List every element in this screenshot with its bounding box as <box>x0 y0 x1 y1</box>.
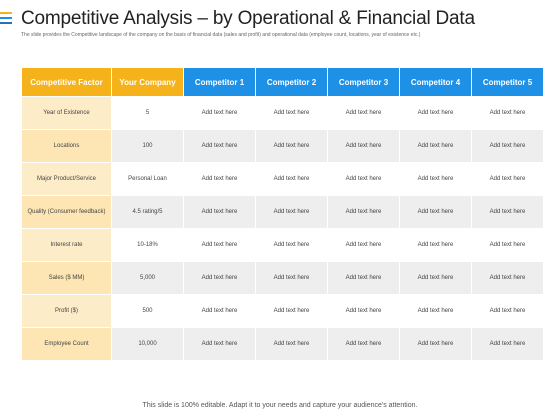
company-cell: 10,000 <box>111 327 184 361</box>
table-row: Locations 100 Add text here Add text her… <box>21 129 544 163</box>
table-row: Major Product/Service Personal Loan Add … <box>21 162 544 196</box>
company-cell: Personal Loan <box>111 162 184 196</box>
competitor-cell: Add text here <box>327 96 400 130</box>
competitor-cell: Add text here <box>399 129 472 163</box>
company-cell: 100 <box>111 129 184 163</box>
competitor-cell: Add text here <box>327 129 400 163</box>
factor-cell: Interest rate <box>21 228 112 262</box>
competitor-cell: Add text here <box>255 261 328 295</box>
factor-cell: Quality (Consumer feedback) <box>21 195 112 229</box>
competitor-cell: Add text here <box>255 327 328 361</box>
company-cell: 5 <box>111 96 184 130</box>
competitor-cell: Add text here <box>399 294 472 328</box>
competitor-cell: Add text here <box>255 294 328 328</box>
competitor-cell: Add text here <box>327 195 400 229</box>
competitor-cell: Add text here <box>471 129 544 163</box>
competitor-cell: Add text here <box>183 162 256 196</box>
table-row: Quality (Consumer feedback) 4.5 rating/5… <box>21 195 544 229</box>
competitor-cell: Add text here <box>471 195 544 229</box>
table-row: Profit ($) 500 Add text here Add text he… <box>21 294 544 328</box>
competitor-cell: Add text here <box>327 162 400 196</box>
factor-cell: Locations <box>21 129 112 163</box>
table-header-row: Competitive Factor Your Company Competit… <box>21 67 544 97</box>
competitor-cell: Add text here <box>399 327 472 361</box>
competitor-cell: Add text here <box>471 261 544 295</box>
company-cell: 500 <box>111 294 184 328</box>
competitor-cell: Add text here <box>183 261 256 295</box>
factor-cell: Profit ($) <box>21 294 112 328</box>
accent-line <box>0 12 12 14</box>
factor-cell: Employee Count <box>21 327 112 361</box>
company-cell: 10-18% <box>111 228 184 262</box>
competitor-cell: Add text here <box>183 195 256 229</box>
table-row: Sales ($ MM) 5,000 Add text here Add tex… <box>21 261 544 295</box>
accent-line <box>0 22 12 24</box>
company-cell: 5,000 <box>111 261 184 295</box>
competitor-cell: Add text here <box>399 228 472 262</box>
slide-subtitle: The slide provides the Competitive lands… <box>21 32 421 38</box>
competitor-cell: Add text here <box>183 96 256 130</box>
competitor-cell: Add text here <box>183 228 256 262</box>
competitor-cell: Add text here <box>399 162 472 196</box>
competitor-cell: Add text here <box>327 228 400 262</box>
factor-cell: Sales ($ MM) <box>21 261 112 295</box>
header-competitive-factor: Competitive Factor <box>21 67 112 97</box>
competitor-cell: Add text here <box>471 228 544 262</box>
accent-line <box>0 17 12 19</box>
header-your-company: Your Company <box>111 67 184 97</box>
competitor-cell: Add text here <box>327 294 400 328</box>
competitor-cell: Add text here <box>255 228 328 262</box>
competitor-cell: Add text here <box>255 96 328 130</box>
competitor-cell: Add text here <box>255 162 328 196</box>
competitor-cell: Add text here <box>399 96 472 130</box>
company-cell: 4.5 rating/5 <box>111 195 184 229</box>
competitor-cell: Add text here <box>183 294 256 328</box>
table-row: Interest rate 10-18% Add text here Add t… <box>21 228 544 262</box>
header-competitor-2: Competitor 2 <box>255 67 328 97</box>
header-competitor-1: Competitor 1 <box>183 67 256 97</box>
factor-cell: Year of Existence <box>21 96 112 130</box>
factor-cell: Major Product/Service <box>21 162 112 196</box>
competitor-cell: Add text here <box>471 327 544 361</box>
header-competitor-5: Competitor 5 <box>471 67 544 97</box>
competitor-cell: Add text here <box>255 129 328 163</box>
slide-footer-note: This slide is 100% editable. Adapt it to… <box>142 402 418 409</box>
competitor-cell: Add text here <box>183 129 256 163</box>
header-competitor-3: Competitor 3 <box>327 67 400 97</box>
title-accent-lines <box>0 12 12 27</box>
competitor-cell: Add text here <box>399 195 472 229</box>
table-row: Year of Existence 5 Add text here Add te… <box>21 96 544 130</box>
competitor-cell: Add text here <box>255 195 328 229</box>
competitor-cell: Add text here <box>183 327 256 361</box>
competitor-cell: Add text here <box>327 261 400 295</box>
competitor-cell: Add text here <box>471 96 544 130</box>
competitor-cell: Add text here <box>399 261 472 295</box>
competitor-cell: Add text here <box>471 294 544 328</box>
slide-title: Competitive Analysis – by Operational & … <box>21 8 475 29</box>
header-competitor-4: Competitor 4 <box>399 67 472 97</box>
competitor-cell: Add text here <box>327 327 400 361</box>
comparison-table: Competitive Factor Your Company Competit… <box>21 67 544 361</box>
competitor-cell: Add text here <box>471 162 544 196</box>
table-row: Employee Count 10,000 Add text here Add … <box>21 327 544 361</box>
